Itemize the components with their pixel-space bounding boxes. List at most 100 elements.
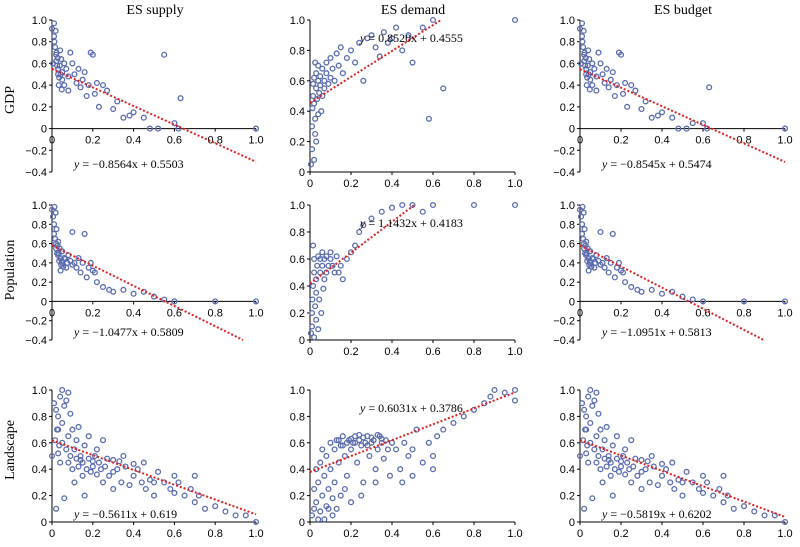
data-point bbox=[61, 495, 68, 502]
data-point bbox=[581, 406, 588, 413]
data-point bbox=[339, 442, 346, 449]
data-point bbox=[323, 452, 330, 460]
data-point bbox=[581, 49, 588, 56]
data-point bbox=[79, 259, 86, 266]
y-tick-label: 0.4 bbox=[560, 80, 575, 92]
data-point bbox=[329, 495, 336, 502]
x-tick-label: 0 bbox=[49, 307, 55, 319]
data-point bbox=[622, 446, 629, 453]
data-point bbox=[335, 459, 342, 466]
data-point bbox=[75, 65, 82, 72]
data-point bbox=[611, 466, 618, 473]
data-point bbox=[624, 459, 631, 466]
data-point bbox=[318, 309, 325, 317]
y-tick-label: 0.4 bbox=[32, 464, 47, 476]
data-point bbox=[589, 402, 596, 409]
data-point bbox=[311, 255, 318, 263]
data-point bbox=[308, 309, 316, 317]
trend-line bbox=[579, 439, 786, 518]
y-tick-label: 0.2 bbox=[32, 102, 47, 114]
trend-line bbox=[51, 67, 257, 163]
data-point bbox=[347, 446, 355, 453]
y-tick-label: 0.8 bbox=[560, 411, 575, 423]
data-point bbox=[91, 90, 98, 97]
data-point bbox=[319, 492, 326, 499]
y-tick-label: 0.4 bbox=[290, 106, 305, 118]
data-point bbox=[347, 435, 355, 442]
y-tick-label: −0.2 bbox=[25, 145, 47, 157]
data-point bbox=[331, 269, 338, 276]
data-point bbox=[56, 245, 63, 252]
data-point bbox=[310, 282, 317, 290]
data-point bbox=[632, 455, 639, 462]
data-point bbox=[114, 98, 121, 105]
data-point bbox=[53, 406, 60, 413]
y-tick-label: −0.2 bbox=[25, 316, 47, 328]
data-point bbox=[341, 485, 348, 493]
y-tick-label: −0.2 bbox=[553, 316, 575, 328]
data-point bbox=[311, 485, 318, 493]
data-point bbox=[388, 204, 396, 211]
y-tick-label: 0.2 bbox=[290, 308, 305, 320]
data-point bbox=[120, 286, 127, 293]
data-point bbox=[605, 452, 612, 460]
data-point bbox=[601, 79, 608, 87]
y-tick-label: 1.0 bbox=[290, 200, 305, 212]
y-tick-label: 0.2 bbox=[560, 491, 575, 503]
x-tick-label: 0.2 bbox=[85, 528, 100, 540]
x-tick-label: 0 bbox=[307, 346, 313, 358]
x-tick-label: 0.8 bbox=[466, 528, 481, 540]
data-point bbox=[580, 44, 587, 51]
y-tick-label: 0.6 bbox=[290, 438, 305, 450]
data-point bbox=[312, 115, 319, 122]
x-tick-label: 0.6 bbox=[425, 178, 440, 190]
data-point bbox=[642, 466, 649, 473]
data-point bbox=[308, 323, 316, 330]
data-point bbox=[511, 201, 519, 209]
data-point bbox=[358, 492, 365, 499]
data-point bbox=[399, 201, 406, 209]
data-point bbox=[71, 259, 78, 266]
data-point bbox=[171, 472, 178, 479]
data-point bbox=[599, 479, 606, 486]
data-point bbox=[212, 503, 219, 510]
data-point bbox=[146, 125, 153, 132]
data-point bbox=[622, 79, 629, 87]
data-point bbox=[740, 503, 748, 510]
data-point bbox=[67, 49, 74, 56]
data-point bbox=[51, 38, 58, 45]
data-point bbox=[57, 393, 64, 400]
data-point bbox=[335, 437, 342, 444]
data-point bbox=[595, 410, 602, 417]
x-tick-label: 0.8 bbox=[736, 528, 751, 540]
data-point bbox=[329, 65, 336, 72]
y-tick-label: 0.8 bbox=[560, 219, 575, 231]
data-point bbox=[601, 437, 608, 444]
data-point bbox=[658, 290, 666, 297]
data-point bbox=[55, 413, 62, 420]
y-tick-label: 0.8 bbox=[32, 37, 47, 49]
data-point bbox=[419, 459, 426, 466]
data-point bbox=[327, 439, 334, 446]
trend-line bbox=[579, 244, 765, 341]
data-point bbox=[638, 456, 645, 464]
data-point bbox=[615, 259, 622, 266]
x-tick-label: 0.6 bbox=[167, 528, 182, 540]
data-point bbox=[50, 221, 58, 228]
data-point bbox=[81, 492, 88, 499]
data-point bbox=[704, 125, 711, 132]
data-point bbox=[71, 479, 78, 486]
data-point bbox=[85, 433, 92, 440]
data-point bbox=[329, 262, 336, 269]
x-tick-label: 0 bbox=[577, 528, 583, 540]
x-tick-label: 0.8 bbox=[466, 178, 481, 190]
data-point bbox=[54, 426, 61, 433]
data-point bbox=[648, 286, 655, 293]
data-point bbox=[587, 76, 594, 83]
trend-equation: y = −0.5819x + 0.6202 bbox=[601, 507, 712, 521]
data-point bbox=[314, 95, 321, 103]
trend-equation-y: y bbox=[601, 507, 610, 521]
data-point bbox=[337, 442, 344, 449]
data-point bbox=[347, 47, 355, 54]
data-point bbox=[372, 44, 379, 51]
